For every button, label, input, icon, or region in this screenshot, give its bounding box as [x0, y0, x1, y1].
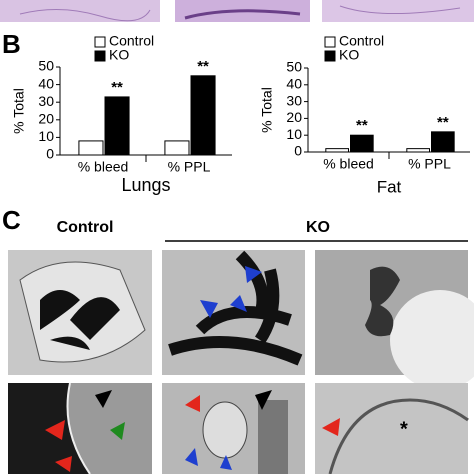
bar [325, 148, 350, 153]
bar [78, 140, 104, 156]
y-tick-label: 30 [38, 93, 54, 109]
panel-label: C [2, 205, 21, 235]
em-images: * [8, 250, 474, 474]
y-axis-label: % Total [259, 87, 275, 133]
y-tick-label: 50 [38, 58, 54, 74]
bar [104, 96, 130, 156]
bar [190, 75, 216, 156]
legend-label: KO [109, 47, 129, 63]
bar [431, 131, 455, 153]
legend-swatch [94, 36, 106, 48]
significance: ** [197, 58, 209, 75]
legend-label: Control [109, 33, 154, 49]
significance: ** [437, 114, 449, 131]
legend-label: Control [339, 33, 384, 49]
y-tick-label: 10 [286, 126, 302, 142]
y-tick-label: 40 [286, 76, 302, 92]
legend-swatch [94, 50, 106, 62]
legend-label: KO [339, 47, 359, 63]
y-tick-label: 20 [286, 109, 302, 125]
y-tick-label: 50 [286, 59, 302, 75]
group-label: Control [57, 219, 114, 236]
histology-strip [0, 0, 474, 25]
legend-swatch [324, 50, 336, 62]
bar [164, 140, 190, 156]
y-tick-label: 0 [46, 146, 54, 162]
y-tick-label: 20 [38, 111, 54, 127]
y-tick-label: 30 [286, 92, 302, 108]
y-axis-label: % Total [11, 88, 27, 134]
x-tick-label: % bleed [323, 156, 374, 172]
y-tick-label: 10 [38, 128, 54, 144]
chart-title: Lungs [121, 175, 170, 195]
svg-text:*: * [400, 418, 408, 440]
significance: ** [111, 79, 123, 96]
panel-label: B [2, 29, 21, 59]
group-label: KO [306, 219, 330, 236]
y-tick-label: 40 [38, 75, 54, 91]
bar [350, 134, 374, 153]
x-tick-label: % PPL [168, 159, 211, 175]
legend-swatch [324, 36, 336, 48]
x-tick-label: % PPL [408, 156, 451, 172]
y-tick-label: 0 [294, 143, 302, 159]
chart-title: Fat [377, 177, 402, 196]
bar [406, 148, 431, 153]
x-tick-label: % bleed [78, 159, 129, 175]
significance: ** [356, 117, 368, 134]
